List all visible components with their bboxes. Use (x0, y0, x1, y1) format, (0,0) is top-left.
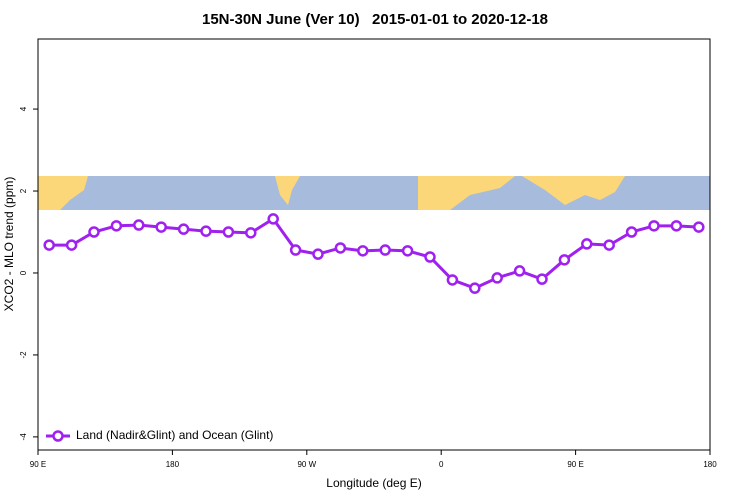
x-tick-label: 90 E (30, 460, 46, 469)
x-tick-label: 180 (703, 460, 717, 469)
x-tick-label: 90 W (297, 460, 316, 469)
point (133, 219, 145, 231)
point (357, 245, 369, 257)
point (648, 220, 660, 232)
x-axis-label: Longitude (deg E) (326, 476, 421, 490)
point (625, 226, 638, 238)
plot-frame (37, 38, 711, 451)
x-tick-label: 180 (166, 460, 180, 469)
point (513, 265, 526, 277)
point (200, 225, 212, 237)
point (603, 239, 615, 251)
point (469, 282, 481, 294)
series-line (49, 216, 699, 290)
y-tick-label: 0 (19, 270, 28, 275)
point (65, 239, 78, 251)
point (401, 245, 414, 257)
point (446, 274, 459, 286)
y-tick-label: -2 (19, 351, 28, 359)
legend-marker (52, 430, 64, 442)
chart-title: 15N-30N June (Ver 10) 2015-01-01 to 2020… (202, 11, 548, 28)
point (379, 244, 391, 256)
point (43, 239, 55, 251)
legend-label: Land (Nadir&Glint) and Ocean (Glint) (76, 428, 273, 442)
point (670, 220, 683, 232)
point (267, 213, 279, 225)
point (222, 226, 235, 238)
point (491, 272, 503, 284)
point (334, 242, 347, 254)
point (693, 221, 705, 233)
point (581, 238, 593, 250)
point (155, 221, 167, 233)
point (558, 254, 571, 266)
map-band (38, 176, 710, 210)
point (312, 248, 324, 260)
x-tick-label: 0 (439, 460, 444, 469)
y-axis-label: XCO2 - MLO trend (ppm) (2, 177, 16, 312)
point (110, 220, 123, 232)
y-tick-label: -4 (19, 433, 28, 441)
point (424, 251, 436, 263)
y-tick-label: 4 (19, 106, 28, 111)
point (88, 226, 100, 238)
y-tick-label: 2 (19, 188, 28, 193)
point (289, 244, 302, 256)
point (177, 223, 190, 235)
point (536, 273, 548, 285)
x-tick-label: 90 E (567, 460, 583, 469)
point (245, 227, 257, 239)
